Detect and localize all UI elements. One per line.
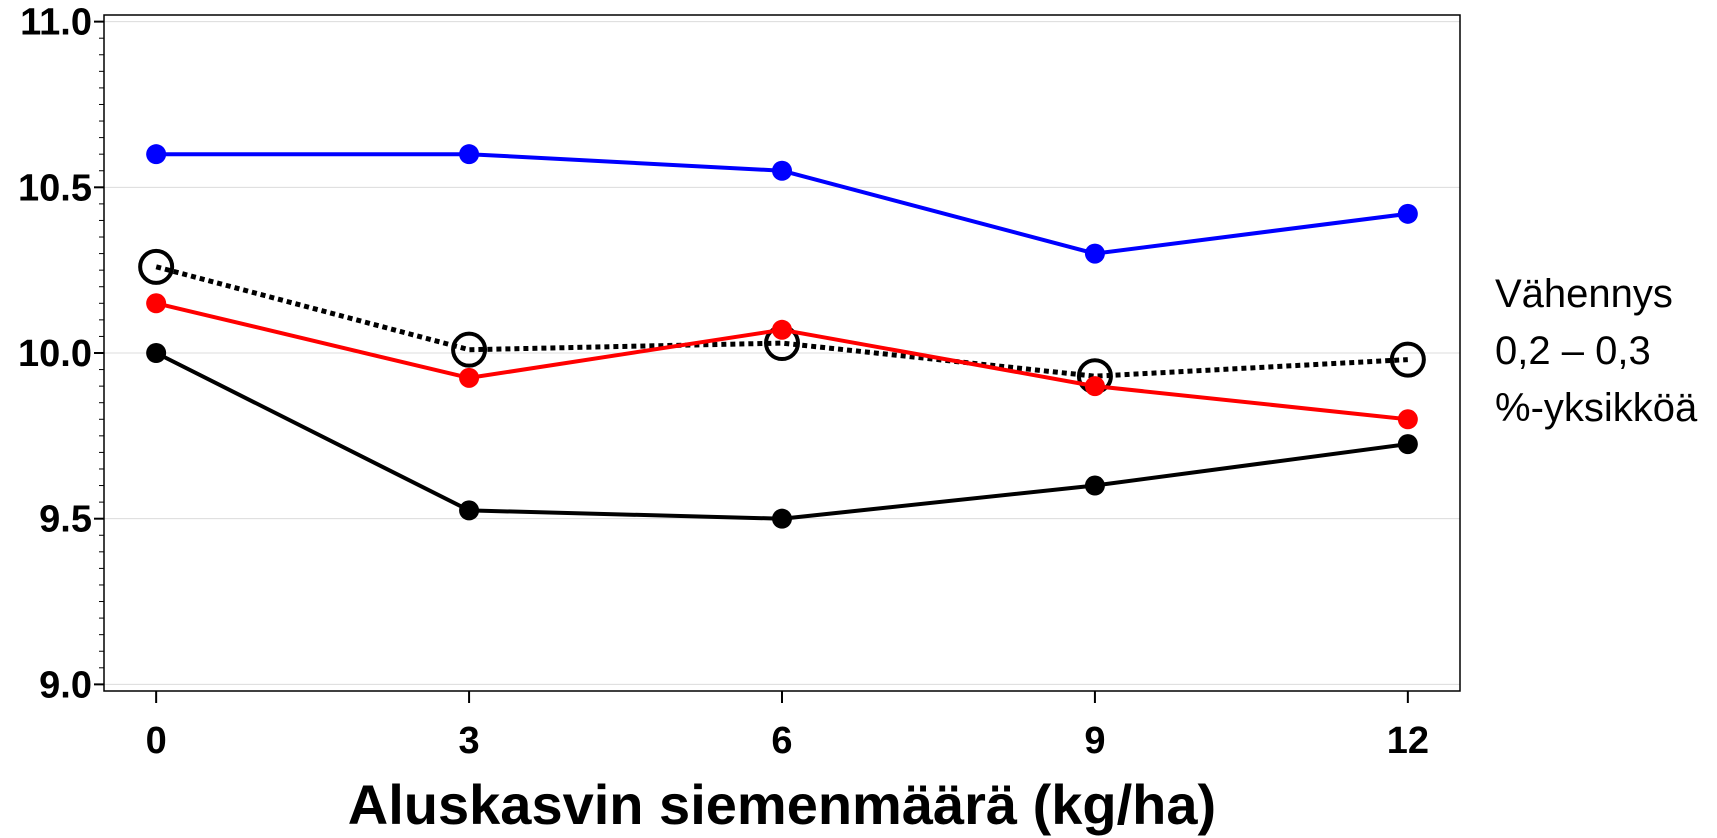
data-point: [146, 293, 167, 314]
data-point: [146, 144, 167, 165]
data-point: [1397, 203, 1418, 224]
y-tick-label: 9.5: [39, 499, 92, 541]
gridlines: [104, 21, 1460, 685]
data-point: [459, 367, 480, 388]
x-tick-label: 12: [1387, 720, 1429, 762]
y-tick-label: 10.0: [18, 333, 92, 375]
data-point: [1389, 341, 1426, 378]
series-line-1: [155, 264, 1408, 379]
y-tick-label: 10.5: [18, 167, 92, 209]
x-tick-label: 3: [459, 720, 480, 762]
series-line-3: [155, 351, 1409, 521]
annotation-line-1: Vähennys: [1495, 272, 1673, 316]
data-point: [146, 343, 167, 363]
data-point: [1397, 409, 1418, 430]
reduction-annotation: Vähennys 0,2 – 0,3 %-yksikköä: [1495, 266, 1697, 437]
y-tick-label: 9.0: [39, 664, 92, 706]
data-point: [1084, 475, 1105, 496]
annotation-line-2: 0,2 – 0,3: [1495, 329, 1651, 373]
x-axis-title: Aluskasvin siemenmäärä (kg/ha): [348, 773, 1216, 836]
data-point: [1397, 434, 1418, 455]
x-tick-label: 0: [146, 720, 167, 762]
series: [138, 144, 1426, 529]
data-point: [772, 319, 792, 340]
data-point: [1084, 243, 1105, 264]
data-point: [772, 508, 792, 529]
data-point: [459, 144, 480, 165]
x-tick-label: 6: [771, 720, 792, 762]
data-point: [1084, 376, 1105, 397]
axes: 9.0 9.5 10.0 10.5 11.0 0 3 6 9 12: [18, 2, 1429, 762]
data-point: [459, 500, 480, 521]
data-point: [138, 248, 175, 285]
annotation-line-3: %-yksikköä: [1495, 386, 1698, 430]
y-tick-label: 11.0: [20, 2, 92, 44]
x-tick-label: 9: [1084, 720, 1105, 762]
data-point: [451, 331, 488, 368]
data-point: [772, 160, 792, 181]
